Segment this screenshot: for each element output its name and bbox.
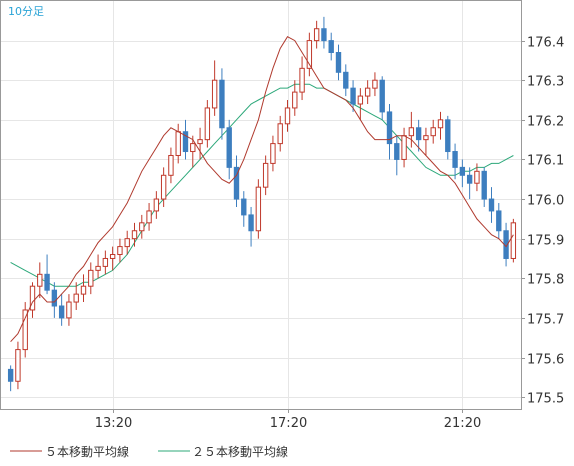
candle-up bbox=[22, 309, 28, 351]
candle-down bbox=[415, 127, 422, 141]
y-tick-label: 175.9 bbox=[527, 234, 564, 249]
ma5-layer bbox=[10, 36, 514, 343]
grid-lines bbox=[1, 1, 521, 409]
candle-down bbox=[335, 51, 342, 73]
candle-up bbox=[124, 238, 130, 248]
candle-up bbox=[15, 349, 21, 382]
y-tick-label: 175.7 bbox=[527, 313, 564, 328]
candle-up bbox=[372, 79, 378, 89]
candle-up bbox=[262, 162, 269, 188]
candle-up bbox=[401, 135, 407, 160]
y-tick-label: 175.6 bbox=[527, 353, 564, 368]
candle-down bbox=[219, 79, 225, 129]
candle-up bbox=[204, 107, 211, 141]
ma5-line bbox=[10, 36, 514, 343]
candle-up bbox=[88, 269, 94, 287]
candle-down bbox=[44, 273, 50, 291]
candle-up bbox=[430, 127, 436, 137]
x-axis: 13:20 17:20 21:20 bbox=[95, 409, 481, 431]
candle-up bbox=[292, 91, 298, 109]
candles bbox=[7, 16, 517, 392]
candle-up bbox=[423, 135, 429, 141]
candle-down bbox=[452, 151, 458, 168]
legend-ma25-label: ２５本移動平均線 bbox=[192, 444, 288, 459]
candle-up bbox=[197, 139, 203, 145]
candle-up bbox=[357, 95, 364, 105]
y-tick-label: 176.1 bbox=[527, 154, 564, 169]
candle-up bbox=[255, 186, 262, 232]
candle-down bbox=[350, 87, 356, 105]
candle-down bbox=[481, 170, 487, 200]
y-tick-label: 175.8 bbox=[527, 273, 564, 288]
candle-down bbox=[445, 119, 451, 153]
candle-up bbox=[284, 107, 291, 125]
candle-down bbox=[7, 368, 14, 382]
candle-down bbox=[343, 71, 349, 89]
candle-up bbox=[408, 127, 415, 137]
candle-up bbox=[102, 257, 109, 267]
candle-up bbox=[168, 154, 174, 176]
candle-down bbox=[226, 127, 232, 168]
candle-up bbox=[160, 174, 167, 200]
legend-ma5-label: ５本移動平均線 bbox=[45, 444, 129, 459]
timeframe-label: 10分足 bbox=[8, 5, 44, 18]
candle-down bbox=[379, 79, 385, 113]
candle-up bbox=[66, 301, 72, 319]
y-tick-label: 175.5 bbox=[527, 392, 564, 407]
candle-up bbox=[131, 230, 138, 240]
ma25-line bbox=[10, 83, 514, 287]
candle-up bbox=[117, 246, 123, 256]
x-tick-label: 21:20 bbox=[444, 416, 481, 431]
legend: ５本移動平均線 ２５本移動平均線 bbox=[10, 444, 288, 459]
candle-down bbox=[321, 28, 327, 42]
candle-down bbox=[386, 111, 393, 145]
candle-up bbox=[364, 87, 371, 97]
candle-down bbox=[459, 166, 466, 176]
candle-up bbox=[299, 67, 305, 93]
candle-down bbox=[466, 174, 473, 184]
candle-up bbox=[109, 254, 116, 259]
candle-up bbox=[277, 123, 283, 145]
candle-down bbox=[233, 166, 240, 200]
x-tick-label: 13:20 bbox=[95, 416, 132, 431]
candle-up bbox=[175, 131, 181, 156]
candle-down bbox=[488, 198, 495, 212]
candle-up bbox=[37, 273, 43, 287]
candle-down bbox=[248, 214, 254, 232]
candle-up bbox=[153, 198, 160, 212]
candle-down bbox=[496, 210, 502, 232]
candle-up bbox=[510, 222, 517, 259]
candle-down bbox=[51, 289, 58, 307]
candle-up bbox=[313, 28, 320, 42]
candle-up bbox=[437, 119, 444, 129]
ma25-layer bbox=[10, 83, 514, 287]
candle-down bbox=[394, 143, 400, 160]
y-axis: 175.5 175.6 175.7 175.8 175.9 176.0 176.1 176.2… bbox=[521, 36, 564, 407]
candle-down bbox=[328, 40, 334, 53]
candle-up bbox=[306, 40, 313, 69]
candle-up bbox=[95, 265, 101, 271]
candle-up bbox=[211, 79, 218, 109]
y-tick-label: 176.4 bbox=[527, 36, 564, 51]
y-tick-label: 176.3 bbox=[527, 75, 564, 90]
candle-up bbox=[29, 285, 36, 311]
y-tick-label: 176.2 bbox=[527, 115, 564, 130]
candle-up bbox=[146, 210, 152, 224]
candle-down bbox=[241, 198, 247, 216]
candle-up bbox=[474, 170, 480, 184]
candle-up bbox=[270, 143, 276, 164]
candle-up bbox=[139, 222, 145, 232]
x-tick-label: 17:20 bbox=[270, 416, 307, 431]
candle-up bbox=[73, 293, 79, 303]
candle-down bbox=[182, 131, 189, 153]
y-tick-label: 176.0 bbox=[527, 194, 564, 209]
candle-up bbox=[80, 285, 87, 295]
candle-down bbox=[58, 305, 65, 319]
candle-up bbox=[190, 143, 196, 153]
